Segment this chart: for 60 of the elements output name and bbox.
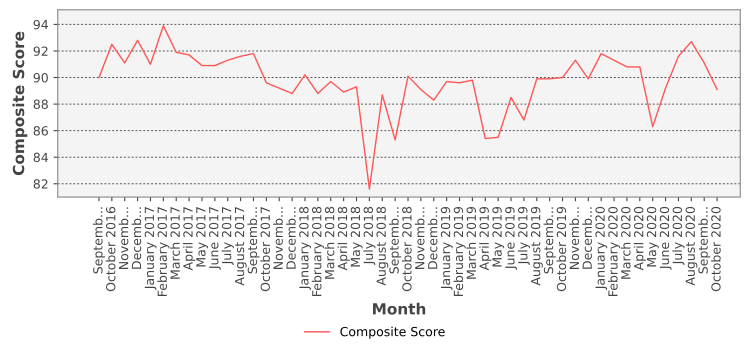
x-tick-label: May 2017 — [196, 207, 208, 266]
x-tick-label: July 2019 — [518, 206, 530, 265]
x-tick-label: April 2019 — [479, 206, 492, 270]
x-tick-label: April 2017 — [183, 207, 196, 270]
x-tick-label: Novemb... — [569, 207, 580, 269]
y-tick-label: 86 — [34, 126, 48, 136]
x-tick-label: August 2019 — [530, 206, 543, 286]
x-tick-label: April 2020 — [634, 206, 646, 270]
x-tick-label: January 2017 — [144, 207, 157, 290]
y-tick-label: 88 — [34, 100, 48, 110]
x-tick-label: Decemb... — [132, 207, 142, 269]
x-tick-label: March 2019 — [466, 206, 476, 279]
y-axis-title: Composite Score — [12, 32, 28, 176]
x-tick-label: Septemb... — [544, 207, 556, 274]
x-tick-label: Decemb... — [428, 207, 438, 269]
x-tick-label: October 2019 — [556, 206, 566, 292]
x-tick-label: June 2017 — [209, 207, 221, 270]
x-tick-label: January 2019 — [440, 206, 453, 290]
x-tick-label: January 2018 — [299, 206, 312, 290]
x-tick-label: July 2018 — [363, 206, 376, 265]
x-tick-label: Novemb... — [273, 207, 283, 269]
y-tick-label: 82 — [34, 179, 48, 189]
x-tick-label: January 2020 — [595, 206, 608, 290]
x-tick-label: Septemb... — [92, 207, 106, 274]
x-tick-label: Novemb... — [414, 207, 425, 269]
x-tick-label: October 2020 — [711, 206, 721, 292]
x-tick-label: May 2018 — [350, 206, 363, 266]
legend-label: Composite Score — [340, 326, 445, 339]
x-axis-title: Month — [373, 302, 426, 315]
y-tick-label: 94 — [34, 20, 48, 30]
x-tick-label: Septemb... — [389, 207, 402, 274]
x-tick-label: Novemb... — [118, 207, 128, 269]
x-tick-label: Decemb... — [582, 207, 592, 269]
x-tick-label: October 2016 — [106, 206, 116, 292]
x-tick-label: October 2018 — [402, 206, 412, 292]
line-series — [98, 25, 718, 190]
x-tick-label: June 2019 — [505, 206, 517, 270]
x-tick-label: August 2018 — [376, 206, 388, 286]
x-tick-label: August 2020 — [685, 206, 698, 286]
x-tick-label: June 2020 — [660, 206, 672, 270]
x-tick-label: March 2018 — [324, 206, 334, 279]
x-tick-label: July 2017 — [222, 207, 234, 265]
x-tick-label: Decemb... — [286, 207, 296, 269]
x-tick-label: March 2017 — [170, 207, 180, 279]
x-tick-label: February 2018 — [312, 206, 324, 296]
y-tick-label: 92 — [34, 46, 48, 56]
x-tick-label: Septemb... — [247, 207, 260, 274]
x-tick-label: April 2018 — [338, 206, 350, 270]
y-tick-label: 90 — [34, 73, 48, 82]
x-tick-label: May 2020 — [646, 206, 659, 266]
x-tick-label: March 2020 — [620, 206, 631, 279]
x-tick-label: Septemb... — [698, 207, 710, 274]
x-tick-label: February 2017 — [157, 207, 170, 296]
x-tick-label: May 2019 — [492, 206, 504, 266]
x-tick-label: July 2020 — [672, 206, 684, 265]
x-tick-label: February 2020 — [608, 206, 620, 296]
x-tick-label: August 2017 — [234, 207, 247, 286]
y-tick-label: 84 — [34, 152, 48, 162]
x-tick-label: October 2017 — [260, 207, 270, 292]
x-tick-label: February 2019 — [453, 206, 466, 296]
